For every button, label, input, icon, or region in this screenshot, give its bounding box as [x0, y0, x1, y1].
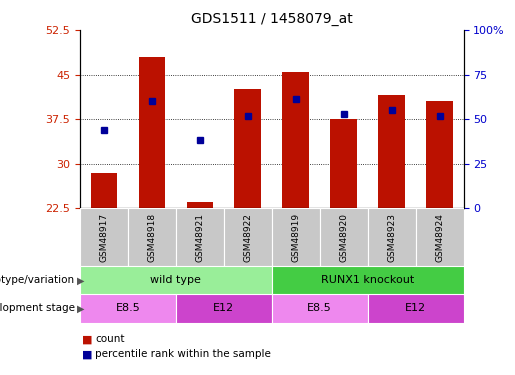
Text: GSM48920: GSM48920 [339, 213, 348, 262]
Bar [128, 208, 176, 266]
Text: GSM48919: GSM48919 [291, 213, 300, 262]
Bar [80, 208, 128, 266]
Text: RUNX1 knockout: RUNX1 knockout [321, 275, 414, 285]
Text: E12: E12 [405, 303, 426, 313]
Bar [368, 208, 416, 266]
Bar [282, 72, 309, 208]
Bar [272, 208, 320, 266]
Text: GSM48922: GSM48922 [243, 213, 252, 262]
Bar [379, 95, 405, 208]
Text: genotype/variation: genotype/variation [0, 275, 75, 285]
Bar [234, 89, 261, 208]
Text: GSM48921: GSM48921 [195, 213, 204, 262]
Text: ▶: ▶ [77, 275, 85, 285]
Text: ■: ■ [82, 334, 93, 344]
Text: count: count [95, 334, 125, 344]
Bar [176, 294, 272, 322]
Text: percentile rank within the sample: percentile rank within the sample [95, 350, 271, 359]
Bar [224, 208, 272, 266]
Bar [176, 208, 224, 266]
Text: GSM48924: GSM48924 [435, 213, 444, 262]
Text: wild type: wild type [150, 275, 201, 285]
Text: E12: E12 [213, 303, 234, 313]
Text: ■: ■ [82, 350, 93, 359]
Text: GSM48917: GSM48917 [99, 213, 108, 262]
Text: GSM48918: GSM48918 [147, 213, 156, 262]
Bar [186, 202, 213, 208]
Text: E8.5: E8.5 [115, 303, 140, 313]
Text: development stage: development stage [0, 303, 75, 313]
Bar [91, 172, 117, 208]
Bar [139, 57, 165, 208]
Bar [80, 266, 272, 294]
Bar [368, 294, 464, 322]
Bar [320, 208, 368, 266]
Bar [331, 119, 357, 208]
Bar [272, 294, 368, 322]
Text: ▶: ▶ [77, 303, 85, 313]
Bar [416, 208, 464, 266]
Title: GDS1511 / 1458079_at: GDS1511 / 1458079_at [191, 12, 353, 26]
Bar [426, 101, 453, 208]
Text: GSM48923: GSM48923 [387, 213, 396, 262]
Bar [80, 294, 176, 322]
Bar [272, 266, 464, 294]
Text: E8.5: E8.5 [307, 303, 332, 313]
